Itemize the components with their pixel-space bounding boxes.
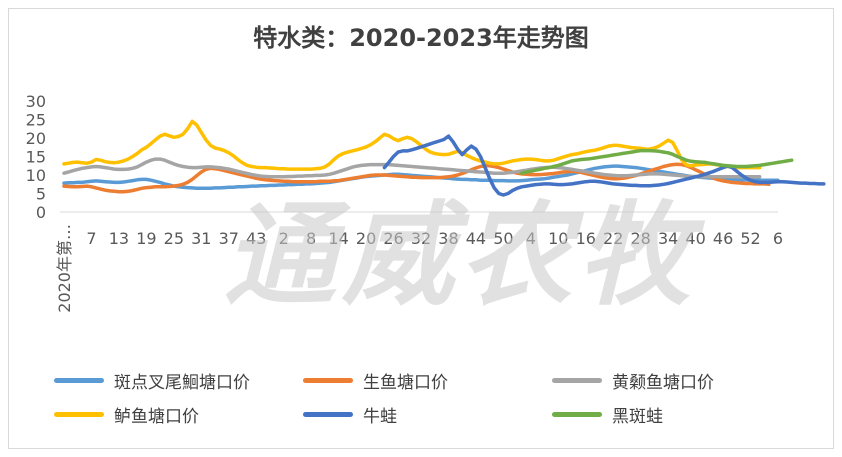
legend-item-snakehead: 生鱼塘口价 [303,368,448,393]
legend-swatch [552,411,602,417]
x-tick-label: 13 [109,229,129,248]
x-tick-label: 38 [438,229,458,248]
x-tick-label: 25 [164,229,184,248]
x-tick-label: 43 [246,229,266,248]
x-tick-label: 31 [191,229,211,248]
y-tick-label: 10 [26,166,46,185]
legend-swatch [54,377,104,383]
legend-item-bullfrog: 牛蛙 [303,402,397,427]
x-tick-label: 28 [631,229,651,248]
legend-item-black-spotted-frog: 黑斑蛙 [552,402,663,427]
y-tick-label: 0 [36,203,46,222]
legend-label: 生鱼塘口价 [363,372,448,393]
legend-swatch [303,377,353,383]
legend-label: 黄颡鱼塘口价 [612,372,714,393]
series-line [519,148,794,175]
x-tick-label: 2020年第… [55,224,74,313]
x-tick-label: 4 [526,229,536,248]
legend-item-sea-bass: 鲈鱼塘口价 [54,402,199,427]
x-tick-label: 2 [279,229,289,248]
y-tick-label: 5 [36,185,46,204]
x-tick-label: 50 [493,229,513,248]
x-tick-label: 8 [306,229,316,248]
legend-item-yellow-catfish: 黄颡鱼塘口价 [552,368,714,393]
series-line [382,134,826,197]
legend-label: 鲈鱼塘口价 [114,406,199,427]
x-tick-label: 46 [713,229,733,248]
x-tick-label: 32 [411,229,431,248]
series-line [62,162,771,194]
series-line [62,157,762,179]
legend-swatch [54,411,104,417]
legend-label: 黑斑蛙 [612,406,663,427]
x-tick-label: 19 [136,229,156,248]
x-tick-label: 14 [328,229,348,248]
legend-label: 牛蛙 [363,406,397,427]
series-lines [62,119,826,197]
x-axis: 2020年第… 7 13 19 25 31 37 43 2 8 14 20 26 32 38 44 50 4 10 1… [55,211,783,313]
x-tick-label: 16 [576,229,596,248]
chart-frame [8,8,834,449]
x-tick-label: 34 [658,229,678,248]
x-tick-label: 52 [740,229,760,248]
x-tick-label: 44 [466,229,486,248]
legend-swatch [303,411,353,417]
x-tick-label: 26 [383,229,403,248]
y-tick-label: 25 [26,111,46,130]
y-tick-label: 20 [26,129,46,148]
legend-label: 斑点叉尾鮰塘口价 [114,372,250,393]
y-tick-label: 30 [26,92,46,111]
x-tick-label: 40 [685,229,705,248]
chart-title: 特水类：2020-2023年走势图 [253,24,589,52]
legend-item-channel-catfish: 斑点叉尾鮰塘口价 [54,368,250,393]
y-tick-label: 15 [26,148,46,167]
legend-swatch [552,377,602,383]
x-tick-label: 37 [219,229,239,248]
x-tick-label: 7 [86,229,96,248]
x-tick-label: 20 [356,229,376,248]
x-tick-label: 10 [548,229,568,248]
x-tick-label: 6 [773,229,783,248]
x-tick-label: 22 [603,229,623,248]
